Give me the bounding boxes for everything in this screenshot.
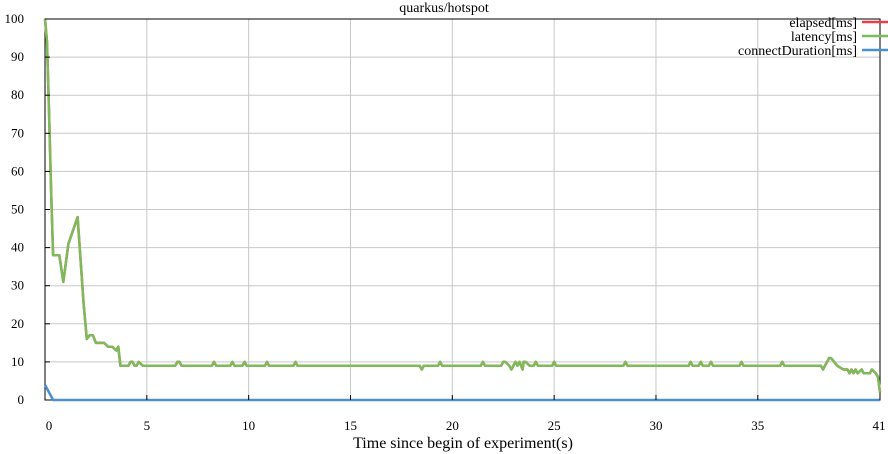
series-line-elapsed <box>43 18 882 393</box>
x-tick-label: 35 <box>751 418 764 433</box>
y-tick-label: 80 <box>11 87 24 102</box>
x-tick-label: 5 <box>144 418 151 433</box>
x-tick-label: 25 <box>548 418 561 433</box>
x-tick-label: 41 <box>873 418 886 433</box>
y-tick-label: 30 <box>11 278 24 293</box>
x-tick-label: 30 <box>649 418 662 433</box>
y-tick-label: 50 <box>11 202 24 217</box>
series-lines <box>43 18 882 402</box>
y-tick-label: 40 <box>11 240 24 255</box>
x-axis-ticks: 0 5 10 15 20 25 30 35 41 <box>44 395 886 433</box>
series-line-connectduration <box>43 384 880 402</box>
x-axis-title: Time since begin of experiment(s) <box>353 435 573 452</box>
y-tick-label: 70 <box>11 125 24 140</box>
x-tick-label: 10 <box>242 418 255 433</box>
y-axis-ticks: 0 10 20 30 40 50 60 70 80 90 100 <box>5 11 50 407</box>
x-tick-label: 15 <box>344 418 357 433</box>
legend-label-connectduration: connectDuration[ms] <box>738 44 857 59</box>
y-tick-label: 20 <box>11 316 24 331</box>
chart-title: quarkus/hotspot <box>399 1 489 16</box>
legend-label-elapsed: elapsed[ms] <box>789 16 857 31</box>
x-tick-label: 0 <box>46 418 53 433</box>
y-tick-label: 90 <box>11 49 24 64</box>
series-line-latency <box>43 18 882 393</box>
y-tick-label: 60 <box>11 163 24 178</box>
grid <box>45 19 880 400</box>
legend: elapsed[ms]latency[ms]connectDuration[ms… <box>738 16 888 59</box>
y-tick-label: 0 <box>18 392 25 407</box>
x-tick-label: 20 <box>446 418 459 433</box>
y-tick-label: 100 <box>5 11 25 26</box>
y-tick-label: 10 <box>11 354 24 369</box>
legend-label-latency: latency[ms] <box>791 30 857 45</box>
